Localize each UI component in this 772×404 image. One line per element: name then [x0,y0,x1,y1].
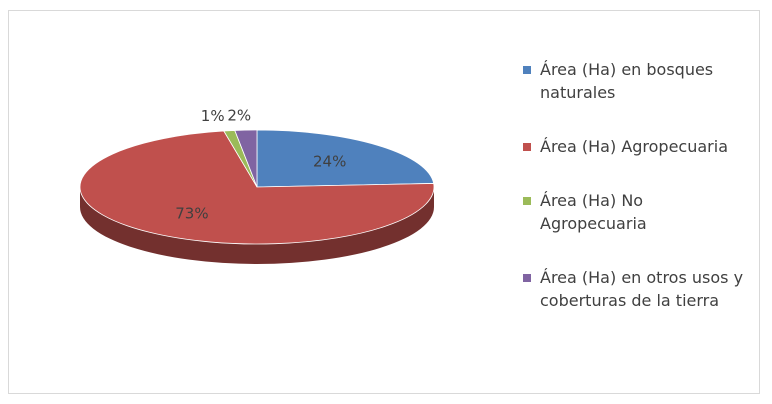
legend-swatch [523,66,531,74]
legend: Área (Ha) en bosques naturales Área (Ha) … [520,58,745,343]
legend-swatch [523,143,531,151]
chart-frame [8,10,760,394]
legend-swatch [523,197,531,205]
pie-slice [234,129,258,188]
data-label: 2% [227,106,251,124]
legend-item: Área (Ha) Agropecuaria [520,135,745,158]
legend-item: Área (Ha) en otros usos y coberturas de … [520,266,745,312]
data-label: 1% [201,107,225,125]
legend-swatch [523,274,531,282]
pie-slice [256,129,435,188]
legend-label: Área (Ha) en bosques naturales [540,60,714,102]
legend-item: Área (Ha) en bosques naturales [520,58,745,104]
pie-side [80,187,434,264]
legend-label: Área (Ha) No Agropecuaria [540,191,647,233]
data-label: 73% [175,205,208,223]
legend-label: Área (Ha) Agropecuaria [540,137,728,156]
pie-slice [79,130,435,245]
legend-item: Área (Ha) No Agropecuaria [520,189,745,235]
data-label: 24% [313,153,346,171]
legend-label: Área (Ha) en otros usos y coberturas de … [540,268,744,310]
